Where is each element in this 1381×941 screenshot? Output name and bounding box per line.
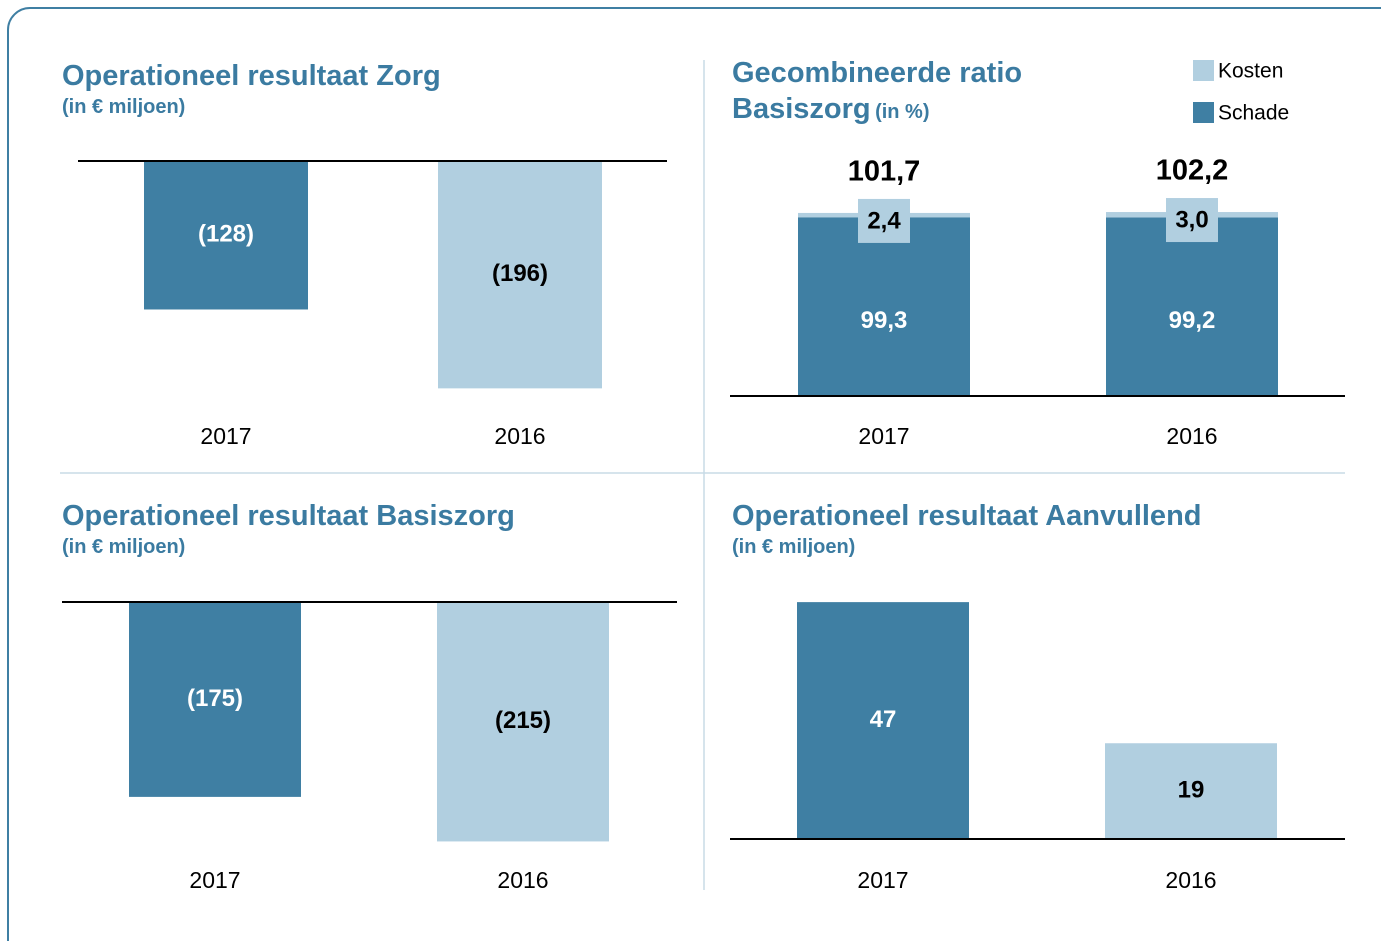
chart-subtitle: (in € miljoen)	[62, 96, 186, 118]
chart-heading: Gecombineerde ratio Basiszorg (in %)	[732, 55, 1092, 127]
chart-title: Operationeel resultaat Aanvullend	[732, 500, 1202, 532]
bar	[438, 161, 602, 389]
value-label: 19	[1178, 776, 1205, 803]
frame	[7, 7, 1381, 941]
bar	[797, 602, 969, 839]
x-tick-label: 2017	[189, 867, 240, 893]
x-tick-label: 2016	[1166, 423, 1217, 449]
value-label: 99,3	[861, 307, 908, 334]
bar	[437, 602, 609, 842]
bar-segment	[798, 217, 970, 396]
chart-title: Operationeel resultaat Basiszorg	[62, 500, 515, 532]
bar	[144, 161, 308, 310]
chart-heading: Operationeel resultaat Aanvullend (in € m…	[732, 498, 1202, 560]
bar	[1105, 743, 1277, 839]
bar	[129, 602, 301, 797]
chart-heading: Operationeel resultaat Basiszorg (in € mi…	[62, 498, 515, 560]
legend-swatch	[1193, 102, 1214, 123]
x-tick-label: 2017	[858, 423, 909, 449]
bar-segment	[1106, 217, 1278, 396]
chart-subtitle: (in € miljoen)	[732, 536, 856, 558]
total-label: 102,2	[1156, 155, 1229, 187]
label-box	[1166, 198, 1218, 243]
legend-label: Schade	[1218, 102, 1289, 125]
value-label: 3,0	[1175, 206, 1208, 233]
value-label: 99,2	[1169, 307, 1216, 334]
value-label: 2,4	[867, 207, 901, 234]
value-label: 47	[870, 706, 897, 733]
chart-subtitle: (in %)	[875, 101, 930, 123]
total-label: 101,7	[848, 156, 921, 188]
legend-swatch	[1193, 60, 1214, 81]
value-label: (215)	[495, 707, 551, 734]
chart-title: Gecombineerde ratio Basiszorg	[732, 57, 1023, 125]
legend-label: Kosten	[1218, 60, 1283, 83]
chart-title: Operationeel resultaat Zorg	[62, 60, 441, 92]
x-tick-label: 2016	[494, 423, 545, 449]
chart-subtitle: (in € miljoen)	[62, 536, 186, 558]
x-tick-label: 2017	[857, 867, 908, 893]
chart-heading: Operationeel resultaat Zorg (in € miljoen…	[62, 58, 441, 120]
x-tick-label: 2016	[497, 867, 548, 893]
x-tick-label: 2016	[1165, 867, 1216, 893]
value-label: (196)	[492, 260, 548, 287]
value-label: (128)	[198, 221, 254, 248]
label-box	[858, 198, 910, 243]
value-label: (175)	[187, 685, 243, 712]
x-tick-label: 2017	[200, 423, 251, 449]
